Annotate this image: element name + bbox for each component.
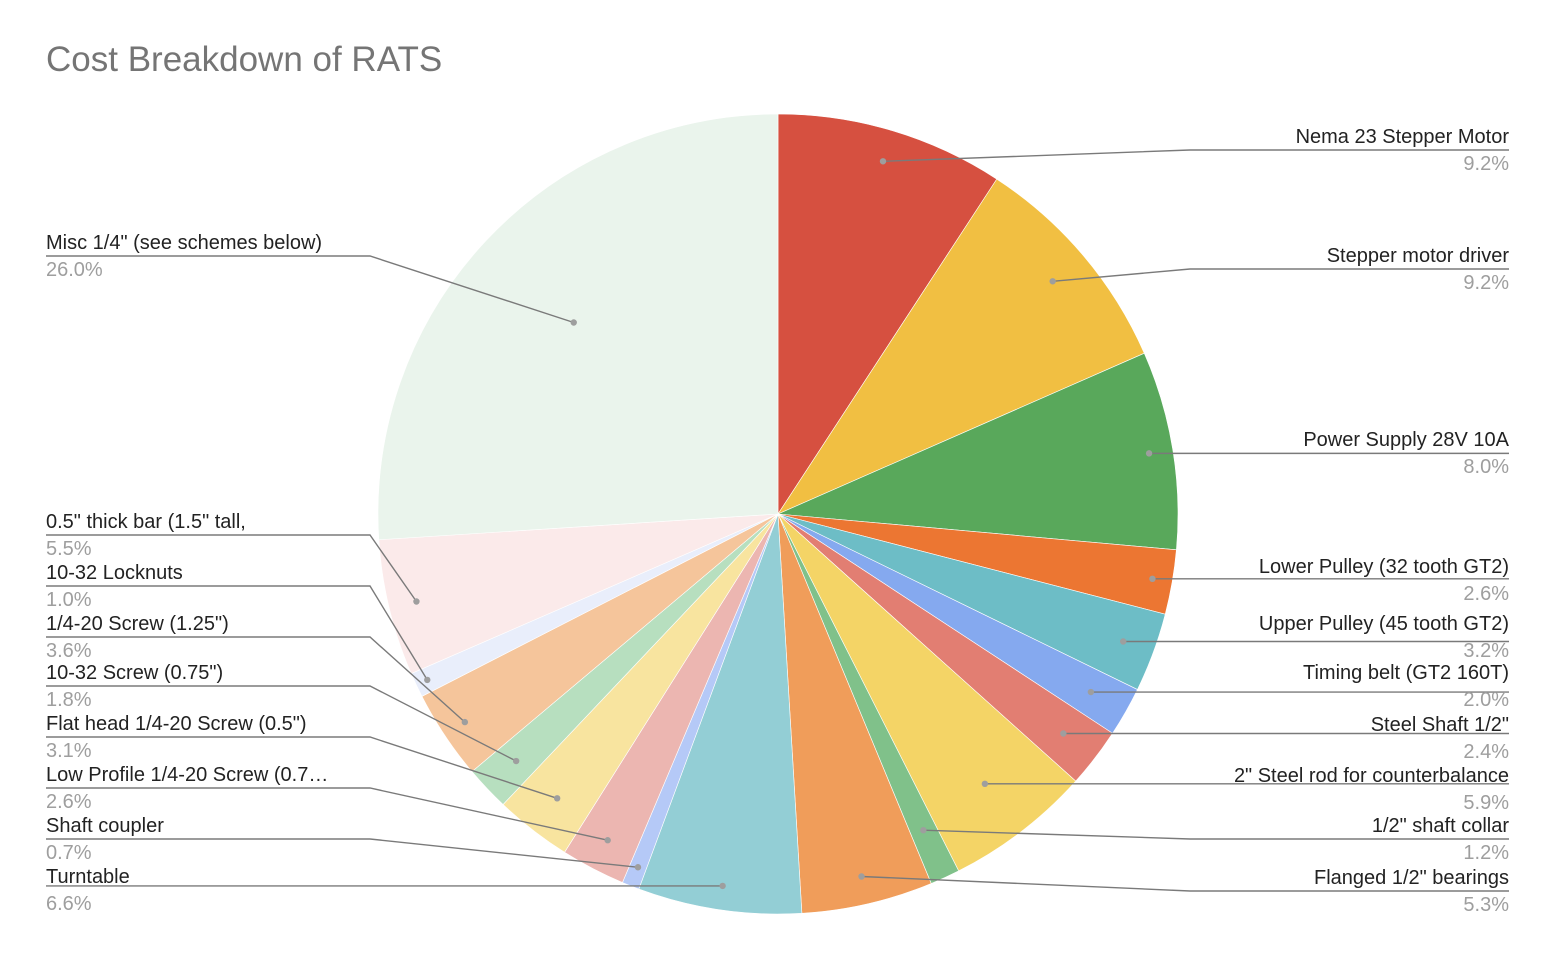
leader-dot	[512, 757, 520, 765]
leader-dot	[1060, 730, 1067, 737]
leader-dot	[1145, 450, 1153, 457]
slice-label: 10-32 Screw (0.75")	[46, 662, 223, 684]
slice-percent-label: 2.6%	[46, 791, 92, 813]
pie-slices	[377, 113, 1179, 915]
leader-dot	[461, 718, 469, 726]
leader-dot	[1120, 638, 1127, 645]
slice-percent-label: 1.0%	[46, 589, 92, 611]
slice-label: Lower Pulley (32 tooth GT2)	[1259, 556, 1509, 578]
slice-percent-label: 5.9%	[1463, 792, 1509, 814]
slice-percent-label: 2.0%	[1463, 689, 1509, 711]
leader-dot	[879, 158, 887, 165]
slice-label: Shaft coupler	[46, 815, 164, 837]
slice-label: Flat head 1/4-20 Screw (0.5")	[46, 713, 307, 735]
slice-label: 2" Steel rod for counterbalance	[1234, 765, 1509, 787]
leader-line	[46, 787, 608, 841]
leader-dot	[920, 826, 927, 834]
leader-line	[46, 585, 428, 681]
leader-lines	[46, 149, 1509, 892]
pie-slice	[777, 352, 1179, 551]
slice-label: Power Supply 28V 10A	[1303, 429, 1509, 451]
slice-label: Stepper motor driver	[1327, 245, 1510, 267]
slice-label: 1/2" shaft collar	[1372, 815, 1510, 837]
slice-percent-label: 3.6%	[46, 640, 92, 662]
pie-slice	[638, 513, 803, 915]
slice-labels: Nema 23 Stepper Motor 9.2% Stepper motor d…	[46, 126, 1510, 916]
pie-slice	[777, 113, 998, 516]
leader-dot	[981, 780, 989, 788]
slice-percent-label: 1.2%	[1463, 842, 1509, 864]
slice-label: Low Profile 1/4-20 Screw (0.7…	[46, 764, 328, 786]
leader-dot	[553, 795, 561, 802]
leader-line	[46, 534, 418, 602]
leader-line	[882, 149, 1509, 162]
slice-label: 0.5" thick bar (1.5" tall,	[46, 511, 246, 533]
leader-dot	[604, 837, 611, 844]
leader-dot	[1049, 278, 1056, 285]
pie-slice	[777, 513, 932, 914]
leader-dot	[413, 598, 420, 605]
leader-dot	[858, 873, 865, 880]
slice-label: Turntable	[46, 866, 130, 888]
leader-dot	[570, 319, 577, 326]
slice-percent-label: 8.0%	[1463, 456, 1509, 478]
leader-line	[923, 829, 1509, 840]
pie-slice	[777, 178, 1145, 515]
leader-line	[1052, 268, 1509, 282]
slice-percent-label: 2.6%	[1463, 583, 1509, 605]
leader-line	[46, 255, 574, 324]
slice-percent-label: 5.3%	[1463, 894, 1509, 916]
leader-line	[46, 838, 639, 868]
leader-dot	[424, 676, 431, 684]
leader-dot	[634, 864, 642, 871]
leader-dot	[1087, 688, 1095, 696]
slice-percent-label: 9.2%	[1463, 153, 1509, 175]
slice-percent-label: 3.1%	[46, 740, 92, 762]
leader-line	[46, 685, 517, 762]
slice-label: Misc 1/4" (see schemes below)	[46, 232, 322, 254]
slice-percent-label: 3.2%	[1463, 640, 1509, 662]
slice-label: Upper Pulley (45 tooth GT2)	[1259, 613, 1509, 635]
leader-line	[861, 875, 1509, 892]
slice-percent-label: 6.6%	[46, 893, 92, 915]
slice-label: Timing belt (GT2 160T)	[1303, 662, 1509, 684]
slice-percent-label: 9.2%	[1463, 272, 1509, 294]
slice-percent-label: 1.8%	[46, 689, 92, 711]
pie-slice	[377, 113, 779, 541]
leader-line	[46, 736, 558, 799]
pie-slice	[378, 513, 779, 674]
leader-line	[46, 636, 466, 723]
slice-label: 10-32 Locknuts	[46, 562, 183, 584]
slice-label: Flanged 1/2" bearings	[1314, 867, 1509, 889]
slice-percent-label: 26.0%	[46, 259, 103, 281]
slice-label: Nema 23 Stepper Motor	[1296, 126, 1510, 148]
slice-percent-label: 0.7%	[46, 842, 92, 864]
slice-percent-label: 2.4%	[1463, 741, 1509, 763]
chart-title: Cost Breakdown of RATS	[46, 40, 443, 79]
slice-percent-label: 5.5%	[46, 538, 92, 560]
slice-label: 1/4-20 Screw (1.25")	[46, 613, 229, 635]
leader-dot	[1149, 575, 1156, 583]
leader-dot	[719, 882, 726, 890]
slice-label: Steel Shaft 1/2"	[1371, 714, 1509, 736]
